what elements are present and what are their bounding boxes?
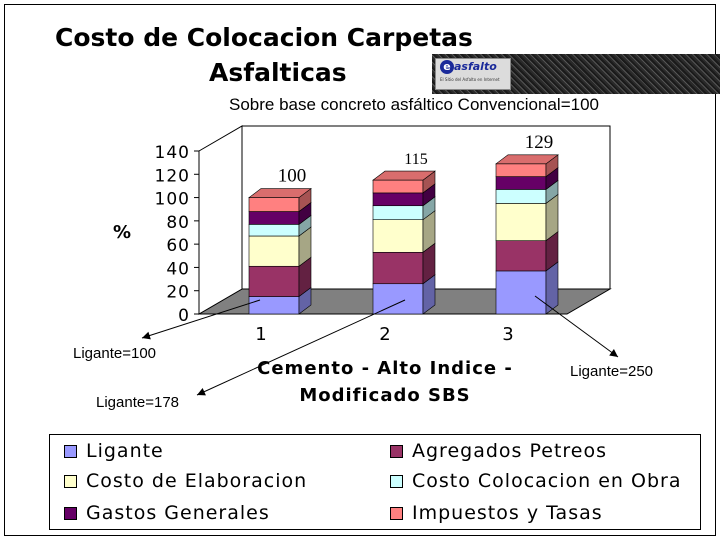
y-axis-label: % xyxy=(113,222,132,243)
chart-title-line1: Costo de Colocacion Carpetas xyxy=(55,23,473,52)
callout-line xyxy=(196,299,406,396)
bar-segment xyxy=(495,203,547,241)
legend-label-agregados: Agregados Petreos xyxy=(412,440,607,462)
bar-segment xyxy=(372,205,424,220)
x-tick-label: 1 xyxy=(255,324,266,345)
y-tick-label: 140 xyxy=(155,143,190,163)
logo-text: asfalto xyxy=(454,60,497,73)
callout-arrowhead xyxy=(142,331,151,340)
x-axis-label: Cemento - Alto Indice - Modificado SBS xyxy=(257,358,513,406)
bar-segment xyxy=(248,296,300,315)
bar-segment xyxy=(495,240,547,272)
callout-arrowhead xyxy=(609,349,618,357)
chart-side-wall xyxy=(198,125,243,315)
legend-label-gastos: Gastos Generales xyxy=(86,502,270,524)
bar-segment xyxy=(248,235,300,267)
y-tick-label: 100 xyxy=(155,190,190,210)
bar-segment xyxy=(495,176,547,190)
bar-segment xyxy=(495,189,547,204)
legend-label-elaboracion: Costo de Elaboracion xyxy=(86,470,308,492)
logo-badge: e asfalto El Sitio del Asfalto en Intern… xyxy=(435,58,511,90)
legend-item-colocacion: Costo Colocacion en Obra xyxy=(390,470,681,492)
chart-subtitle: Sobre base concreto asfáltico Convencion… xyxy=(229,95,599,114)
note-bar2-ligante: Ligante=178 xyxy=(96,394,179,411)
legend-swatch-agregados xyxy=(390,444,403,458)
bar-segment xyxy=(248,197,300,212)
legend-item-impuestos: Impuestos y Tasas xyxy=(390,502,603,524)
legend-swatch-impuestos xyxy=(390,506,403,520)
legend-swatch-ligante xyxy=(64,444,77,458)
bar-segment xyxy=(372,179,424,194)
note-bar3-ligante: Ligante=250 xyxy=(570,363,653,380)
callout-arrowhead xyxy=(197,388,206,396)
legend-swatch-gastos xyxy=(64,506,77,520)
bar-segment xyxy=(248,211,300,225)
legend-label-colocacion: Costo Colocacion en Obra xyxy=(412,470,682,492)
total-data-label: 129 xyxy=(525,132,554,153)
chart-legend: Ligante Agregados Petreos Costo de Elabo… xyxy=(49,434,701,530)
logo-e-icon: e xyxy=(440,60,454,74)
legend-label-impuestos: Impuestos y Tasas xyxy=(412,502,603,524)
logo-subtext: El Sitio del Asfalto en Internet xyxy=(440,77,500,82)
y-tick-label: 120 xyxy=(155,166,190,186)
legend-item-gastos: Gastos Generales xyxy=(64,502,270,524)
legend-item-agregados: Agregados Petreos xyxy=(390,440,607,462)
legend-swatch-elaboracion xyxy=(64,474,77,488)
legend-swatch-colocacion xyxy=(390,474,403,488)
e-asfalto-logo: e asfalto El Sitio del Asfalto en Intern… xyxy=(432,54,720,94)
bar-top-face xyxy=(495,154,559,165)
y-tick-label: 0 xyxy=(178,306,190,326)
bar-top-face xyxy=(372,170,436,181)
chart-title-line2: Asfalticas xyxy=(209,58,347,87)
bar-segment xyxy=(495,270,547,315)
slide-frame xyxy=(4,4,716,536)
legend-item-elaboracion: Costo de Elaboracion xyxy=(64,470,307,492)
bar-segment xyxy=(372,251,424,285)
bar-segment xyxy=(248,224,300,237)
callout-line xyxy=(141,299,261,339)
legend-label-ligante: Ligante xyxy=(86,440,164,462)
callout-line xyxy=(534,295,619,358)
bar-segment xyxy=(372,192,424,207)
x-tick-label: 2 xyxy=(379,324,390,345)
y-tick-label: 20 xyxy=(166,283,190,303)
bar-segment xyxy=(372,219,424,253)
total-data-label: 115 xyxy=(404,151,427,168)
y-tick-label: 60 xyxy=(166,236,190,256)
bar-segment xyxy=(248,265,300,297)
y-tick-label: 80 xyxy=(166,213,190,233)
y-tick-label: 40 xyxy=(166,259,190,279)
bar-top-face xyxy=(248,188,312,198)
x-tick-label: 3 xyxy=(502,324,513,345)
bar-segment xyxy=(495,163,547,177)
note-bar1-ligante: Ligante=100 xyxy=(73,345,156,362)
bar-segment xyxy=(372,283,424,315)
legend-item-ligante: Ligante xyxy=(64,440,164,462)
total-data-label: 100 xyxy=(278,166,307,187)
